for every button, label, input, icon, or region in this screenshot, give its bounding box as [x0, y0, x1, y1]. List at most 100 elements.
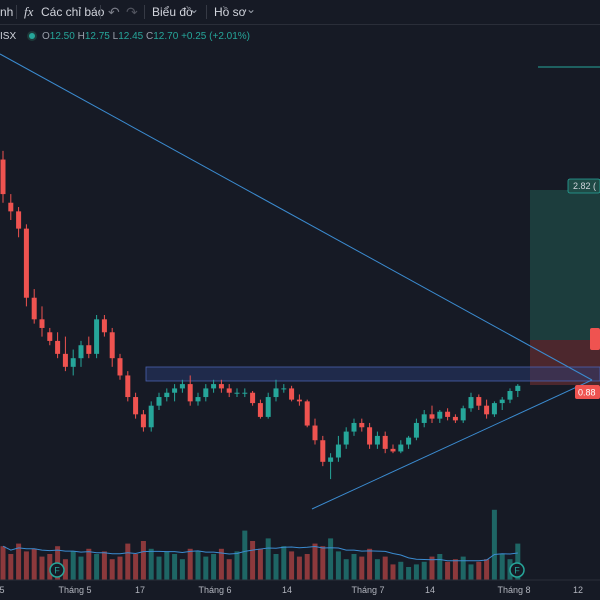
- event-marker[interactable]: F: [49, 562, 65, 578]
- volume-bar: [164, 551, 170, 580]
- candle-body: [234, 392, 240, 394]
- symbol-name[interactable]: ISX: [0, 31, 17, 42]
- time-axis-label: Tháng 6: [198, 585, 231, 595]
- volume-bar: [31, 548, 37, 580]
- volume-bar: [328, 538, 334, 580]
- chart-menu-button[interactable]: Biểu đồ: [152, 5, 193, 19]
- candle-body: [499, 399, 505, 404]
- volume-bar: [16, 543, 22, 580]
- volume-bar: [476, 561, 482, 580]
- candle-body: [94, 319, 100, 354]
- volume-bar: [445, 561, 451, 580]
- candle-body: [328, 457, 334, 462]
- undo-icon[interactable]: ↶: [108, 4, 120, 20]
- candle-body: [452, 416, 458, 421]
- volume-bar: [406, 567, 412, 580]
- candle-body: [359, 422, 365, 428]
- svg-text:F: F: [514, 566, 520, 576]
- volume-bar: [23, 551, 29, 580]
- time-axis-label: 12: [573, 585, 583, 595]
- candle-body: [382, 435, 388, 449]
- time-axis-label: 5: [0, 585, 5, 595]
- volume-bar: [94, 554, 100, 580]
- position-target-zone[interactable]: [530, 190, 600, 340]
- volume-bar: [109, 559, 115, 580]
- descending-trendline[interactable]: [0, 53, 593, 381]
- target-price-tag: 2.82 (: [567, 178, 600, 194]
- candle-body: [31, 297, 37, 320]
- toolbar-partial-button[interactable]: nh: [0, 5, 14, 19]
- candle-body: [125, 375, 131, 398]
- candle-body: [437, 411, 443, 419]
- volume-bar: [156, 556, 162, 580]
- volume-bar: [211, 554, 217, 580]
- candle-body: [16, 211, 22, 229]
- svg-text:F: F: [54, 566, 60, 576]
- volume-bar: [351, 554, 357, 580]
- volume-bar: [484, 559, 490, 580]
- candle-body: [39, 319, 45, 328]
- volume-bar: [429, 556, 435, 580]
- candle-body: [421, 414, 427, 423]
- candle-body: [140, 414, 146, 428]
- resistance-zone[interactable]: [145, 366, 600, 382]
- candle-body: [351, 422, 357, 432]
- toolbar-divider: [16, 5, 17, 19]
- indicators-button[interactable]: Các chỉ báo: [41, 5, 105, 19]
- volume-bar: [335, 551, 341, 580]
- candle-body: [23, 228, 29, 298]
- volume-bar: [421, 561, 427, 580]
- volume-bar: [382, 556, 388, 580]
- chevron-down-icon[interactable]: ⌄: [246, 2, 257, 16]
- candle-body: [257, 403, 263, 417]
- candle-body: [460, 408, 466, 421]
- volume-bar: [148, 548, 154, 580]
- candlestick-layer: [0, 150, 521, 480]
- profile-menu-button[interactable]: Hồ sơ: [214, 5, 247, 19]
- volume-bar: [125, 543, 131, 580]
- volume-bar: [218, 548, 224, 580]
- time-axis-label: 17: [135, 585, 145, 595]
- symbol-legend: ISX: [0, 28, 16, 46]
- candle-body: [156, 397, 162, 406]
- volume-bar: [265, 538, 271, 580]
- candle-body: [265, 397, 271, 417]
- redo-icon[interactable]: ↷: [126, 4, 138, 20]
- volume-bar: [468, 564, 474, 580]
- volume-bar: [47, 554, 53, 580]
- chevron-down-icon[interactable]: ⌄: [189, 2, 200, 16]
- candle-body: [468, 397, 474, 409]
- low-value: 12.45: [118, 31, 144, 42]
- volume-bar: [374, 559, 380, 580]
- volume-bar: [133, 554, 139, 580]
- event-marker[interactable]: F: [509, 562, 525, 578]
- volume-bar: [257, 548, 263, 580]
- svg-text:2.82 (: 2.82 (: [573, 181, 596, 191]
- volume-bar: [343, 559, 349, 580]
- candle-body: [203, 388, 209, 398]
- time-axis[interactable]: 5 Tháng 5 17 Tháng 6 14 Tháng 7 14 Tháng 8 12: [0, 585, 583, 595]
- candle-body: [296, 399, 302, 402]
- candle-body: [117, 358, 123, 376]
- candle-body: [86, 345, 92, 354]
- time-axis-label: 14: [425, 585, 435, 595]
- high-value: 12.75: [84, 31, 110, 42]
- volume-bar: [499, 554, 505, 580]
- volume-bar: [62, 559, 68, 580]
- candle-body: [8, 202, 14, 212]
- volume-bar: [8, 554, 14, 580]
- candle-body: [289, 388, 295, 400]
- volume-bar: [452, 559, 458, 580]
- price-chart[interactable]: F F 2.82 ( 0.88 5 Tháng 5 17 Tháng 6 14 Tháng…: [0, 25, 600, 600]
- volume-bar: [78, 556, 84, 580]
- ascending-trendline[interactable]: [311, 379, 593, 510]
- candle-body: [0, 159, 6, 195]
- indicators-icon[interactable]: fx: [24, 4, 34, 19]
- candle-body: [320, 440, 326, 462]
- volume-bar: [359, 556, 365, 580]
- volume-bar: [312, 543, 318, 580]
- volume-bar: [390, 564, 396, 580]
- candle-body: [390, 448, 396, 452]
- candle-body: [172, 388, 178, 393]
- open-value: 12.50: [49, 31, 75, 42]
